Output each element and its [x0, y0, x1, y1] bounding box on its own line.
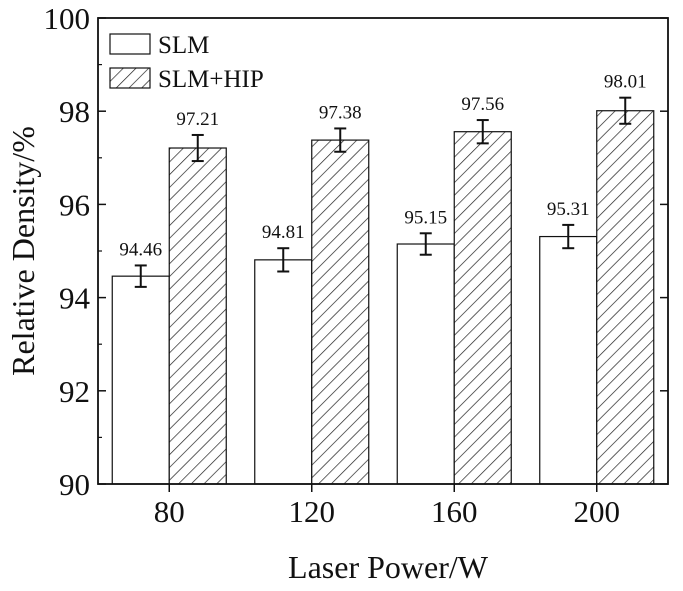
- x-tick-label: 200: [574, 494, 621, 529]
- data-label: 97.38: [319, 102, 362, 123]
- y-tick-label: 96: [59, 187, 90, 222]
- legend-label-slm-hip: SLM+HIP: [158, 66, 264, 93]
- y-tick-label: 100: [44, 1, 91, 36]
- data-label: 98.01: [604, 72, 647, 93]
- bar-slm: [539, 235, 598, 485]
- y-tick-label: 92: [59, 374, 90, 409]
- legend-swatch-slm: [109, 33, 151, 55]
- legend-label-slm: SLM: [158, 32, 209, 59]
- data-label: 97.56: [461, 94, 504, 115]
- x-tick-label: 80: [154, 494, 185, 529]
- y-axis-title: Relative Density/%: [5, 126, 41, 376]
- data-label: 97.21: [176, 109, 219, 130]
- y-tick-label: 98: [59, 94, 90, 129]
- bar-slm-hip: [453, 131, 512, 485]
- bar-slm-hip: [311, 139, 370, 485]
- data-label: 94.46: [119, 239, 162, 260]
- data-label: 95.15: [404, 207, 447, 228]
- x-tick-label: 120: [289, 494, 336, 529]
- y-tick-label: 90: [59, 467, 90, 502]
- x-tick-label: 160: [431, 494, 478, 529]
- bar-slm-hip: [596, 110, 655, 485]
- data-label: 95.31: [547, 199, 590, 220]
- y-tick-label: 94: [59, 281, 91, 316]
- bar-slm-hip: [168, 147, 227, 485]
- x-axis-title: Laser Power/W: [288, 549, 489, 585]
- bar-slm: [111, 275, 170, 485]
- data-label: 94.81: [262, 222, 305, 243]
- bar-slm: [396, 243, 455, 485]
- plot-area: 94.46 97.21 80 94.81 97.38 120 95.15 97.56 160 95…: [5, 1, 669, 585]
- legend-swatch-slm-hip: [109, 67, 151, 89]
- bar-slm: [254, 259, 313, 485]
